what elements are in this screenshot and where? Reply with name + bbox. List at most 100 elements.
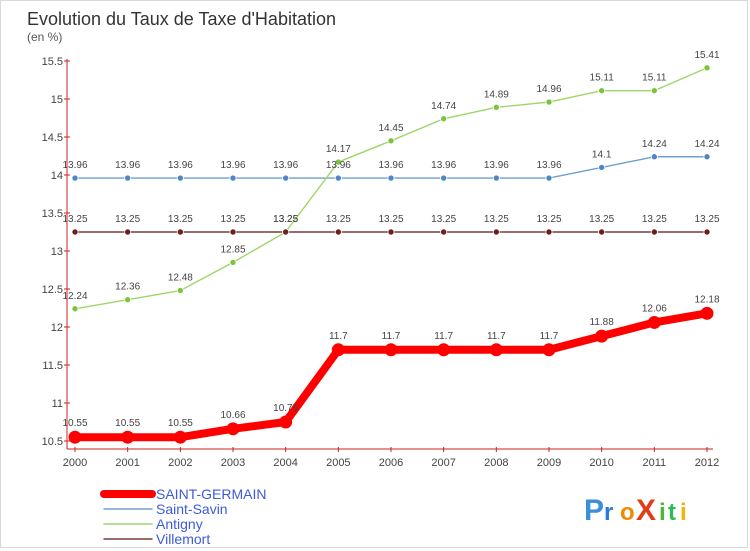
point-villemort xyxy=(650,228,658,236)
point-saint-germain xyxy=(489,343,503,357)
point-saint-savin xyxy=(440,174,448,182)
point-antigny xyxy=(387,137,395,145)
y-tick-label: 15.5 xyxy=(42,56,63,68)
point-saint-savin xyxy=(71,174,79,182)
legend-label-antigny: Antigny xyxy=(156,516,203,532)
point-saint-savin xyxy=(650,153,658,161)
data-label-saint-savin: 13.96 xyxy=(168,160,193,171)
legend-label-villemort: Villemort xyxy=(156,531,210,547)
chart-axes: 10.5 11 11.5 12 12.5 13 13.5 14 14.5 15 15.5 2000 20… xyxy=(42,56,720,469)
point-saint-germain xyxy=(700,306,714,320)
data-label-antigny: 15.11 xyxy=(590,73,615,84)
x-tick-label: 2010 xyxy=(589,457,613,469)
point-saint-savin xyxy=(545,174,553,182)
svg-text:o: o xyxy=(620,499,635,526)
data-label-villemort: 13.25 xyxy=(484,214,509,225)
data-label-saint-germain: 10.75 xyxy=(273,403,298,414)
data-label-saint-savin: 14.24 xyxy=(642,139,667,150)
point-saint-savin xyxy=(387,174,395,182)
data-label-antigny: 12.85 xyxy=(220,244,245,255)
point-saint-germain xyxy=(384,343,398,357)
point-saint-germain xyxy=(279,415,293,429)
data-label-villemort: 13.25 xyxy=(642,214,667,225)
data-label-antigny: 14.45 xyxy=(378,123,403,134)
data-label-villemort: 13.25 xyxy=(62,214,87,225)
point-saint-germain xyxy=(647,315,661,329)
x-tick-label: 2004 xyxy=(273,457,297,469)
point-antigny xyxy=(440,115,448,123)
x-tick-label: 2005 xyxy=(326,457,350,469)
x-tick-label: 2011 xyxy=(643,457,667,469)
y-tick-label: 12 xyxy=(51,322,63,334)
data-label-villemort: 13.25 xyxy=(220,214,245,225)
legend-label-saint-germain: SAINT-GERMAIN xyxy=(156,486,266,502)
svg-text:X: X xyxy=(636,494,656,527)
point-saint-germain xyxy=(226,422,240,436)
series-points xyxy=(68,64,714,444)
data-label-saint-savin: 13.96 xyxy=(62,160,87,171)
point-villemort xyxy=(71,228,79,236)
legend-label-saint-savin: Saint-Savin xyxy=(156,501,228,517)
y-tick-label: 14.5 xyxy=(42,132,63,144)
point-saint-germain xyxy=(173,430,187,444)
data-label-saint-germain: 11.7 xyxy=(329,331,348,342)
x-tick-label: 2003 xyxy=(221,457,245,469)
data-label-antigny: 14.74 xyxy=(431,101,456,112)
data-label-villemort: 13.25 xyxy=(431,214,456,225)
data-label-saint-germain: 12.18 xyxy=(694,294,719,305)
data-label-villemort: 13.25 xyxy=(536,214,561,225)
point-antigny xyxy=(124,296,132,304)
x-tick-label: 2009 xyxy=(537,457,561,469)
y-tick-label: 11.5 xyxy=(42,360,63,372)
point-villemort xyxy=(598,228,606,236)
point-villemort xyxy=(387,228,395,236)
data-label-villemort: 13.25 xyxy=(273,214,298,225)
data-label-saint-germain: 11.7 xyxy=(382,331,401,342)
y-tick-label: 13 xyxy=(51,246,63,258)
point-antigny xyxy=(492,103,500,111)
data-label-antigny: 14.96 xyxy=(536,84,561,95)
y-tick-label: 10.5 xyxy=(42,436,63,448)
point-villemort xyxy=(703,228,711,236)
data-label-antigny: 14.17 xyxy=(326,144,351,155)
point-villemort xyxy=(282,228,290,236)
point-saint-savin xyxy=(282,174,290,182)
point-saint-germain xyxy=(121,430,135,444)
point-villemort xyxy=(440,228,448,236)
y-tick-label: 15 xyxy=(51,94,63,106)
point-antigny xyxy=(176,287,184,295)
point-saint-germain xyxy=(437,343,451,357)
data-label-saint-savin: 13.96 xyxy=(378,160,403,171)
data-label-saint-savin: 13.96 xyxy=(220,160,245,171)
point-saint-germain xyxy=(595,329,609,343)
point-villemort xyxy=(124,228,132,236)
data-label-antigny: 13.25 xyxy=(273,214,298,225)
point-saint-germain xyxy=(68,430,82,444)
y-tick-label: 12.5 xyxy=(42,284,63,296)
svg-text:r: r xyxy=(604,499,613,526)
data-label-saint-germain: 11.7 xyxy=(487,331,506,342)
point-antigny xyxy=(545,98,553,106)
data-label-saint-germain: 11.88 xyxy=(590,317,615,328)
data-label-antigny: 14.89 xyxy=(484,89,509,100)
svg-text:t: t xyxy=(668,499,676,526)
data-label-saint-germain: 10.55 xyxy=(168,418,193,429)
point-antigny xyxy=(71,305,79,313)
data-label-villemort: 13.25 xyxy=(115,214,140,225)
data-label-antigny: 15.11 xyxy=(642,73,667,84)
point-saint-savin xyxy=(334,174,342,182)
svg-text:i: i xyxy=(680,499,687,526)
point-villemort xyxy=(176,228,184,236)
proxiti-logo: P r o X i t i xyxy=(584,494,687,527)
point-antigny xyxy=(334,158,342,166)
data-label-antigny: 15.41 xyxy=(694,50,719,61)
y-tick-label: 11 xyxy=(52,398,63,410)
data-label-villemort: 13.25 xyxy=(694,214,719,225)
point-saint-savin xyxy=(703,153,711,161)
x-tick-label: 2001 xyxy=(115,457,139,469)
point-saint-germain xyxy=(542,343,556,357)
x-tick-label: 2006 xyxy=(379,457,403,469)
